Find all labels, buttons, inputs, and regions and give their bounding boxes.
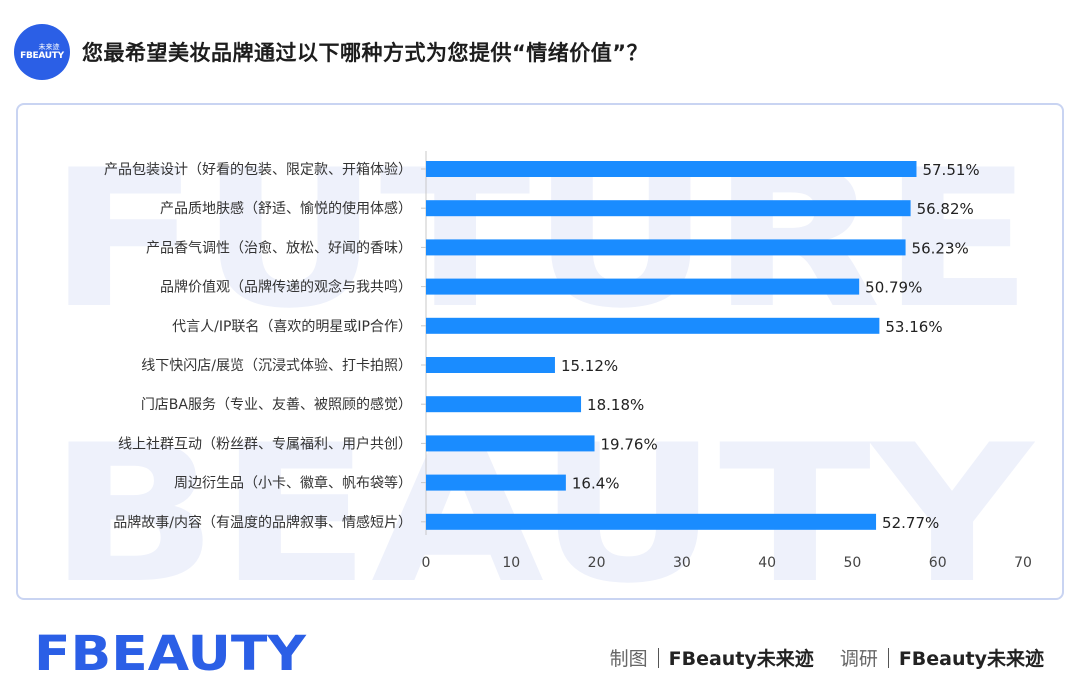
- watermark-text: BEAUTY: [48, 404, 1036, 598]
- category-label: 产品香气调性（治愈、放松、好闻的香味）: [146, 240, 412, 256]
- data-label: 56.82%: [917, 200, 974, 218]
- bar: [426, 513, 877, 530]
- header: 未来迹 FBEAUTY 您最希望美妆品牌通过以下哪种方式为您提供“情绪价值”？: [14, 24, 648, 80]
- footer-logo-text: FBEAUTY: [34, 626, 307, 676]
- x-tick-label: 50: [844, 555, 862, 571]
- x-tick-label: 70: [1014, 555, 1032, 571]
- logo-sub-text: 未来迹: [38, 42, 60, 51]
- x-tick-label: 20: [588, 555, 606, 571]
- data-label: 50.79%: [865, 279, 922, 297]
- credit-org-research: FBeauty未来迹: [898, 648, 1044, 670]
- category-label: 品牌价值观（品牌传递的观念与我共鸣）: [160, 279, 412, 296]
- data-label: 56.23%: [912, 239, 969, 257]
- bar-chart: FUTUREBEAUTY产品包装设计（好看的包装、限定款、开箱体验）57.51%…: [48, 129, 1036, 598]
- bar: [426, 435, 595, 452]
- data-label: 53.16%: [885, 318, 942, 336]
- category-label: 产品包装设计（好看的包装、限定款、开箱体验）: [104, 162, 412, 178]
- bar: [426, 317, 880, 334]
- category-label: 线下快闪店/展览（沉浸式体验、打卡拍照）: [141, 357, 412, 374]
- data-label: 18.18%: [587, 396, 644, 414]
- bar: [426, 278, 860, 295]
- data-label: 57.51%: [922, 161, 979, 179]
- bar: [426, 474, 566, 491]
- x-tick-label: 40: [758, 555, 776, 571]
- credit-org-chart: FBeauty未来迹: [668, 648, 814, 670]
- brand-logo-badge: 未来迹 FBEAUTY: [14, 24, 70, 80]
- category-label: 产品质地肤感（舒适、愉悦的使用体感）: [160, 200, 412, 217]
- data-label: 52.77%: [882, 514, 939, 532]
- bar: [426, 357, 555, 373]
- category-label: 线上社群互动（粉丝群、专属福利、用户共创）: [118, 435, 412, 452]
- footer-logo: FBEAUTY: [34, 626, 314, 682]
- bar: [426, 161, 917, 177]
- x-tick-label: 0: [422, 555, 431, 571]
- category-label: 品牌故事/内容（有温度的品牌叙事、情感短片）: [113, 514, 412, 531]
- chart-title: 您最希望美妆品牌通过以下哪种方式为您提供“情绪价值”？: [82, 41, 649, 65]
- x-tick-label: 30: [673, 555, 691, 571]
- credit-role-chart: 制图: [609, 648, 648, 670]
- logo-main-text: FBEAUTY: [20, 50, 64, 61]
- chart-panel: FUTUREBEAUTY产品包装设计（好看的包装、限定款、开箱体验）57.51%…: [16, 103, 1064, 600]
- bar: [426, 396, 582, 413]
- bar: [426, 200, 911, 217]
- category-label: 门店BA服务（专业、友善、被照顾的感觉）: [141, 396, 412, 413]
- fbeauty-wordmark: FBEAUTY: [34, 626, 307, 682]
- x-tick-label: 60: [929, 555, 947, 571]
- credits: 制图 FBeauty未来迹 调研 FBeauty未来迹: [610, 644, 1044, 671]
- credit-divider: [887, 647, 889, 668]
- data-label: 19.76%: [601, 435, 658, 453]
- credit-role-research: 调研: [839, 648, 878, 670]
- credit-divider: [657, 647, 659, 668]
- bar: [426, 239, 906, 256]
- data-label: 15.12%: [561, 357, 618, 375]
- category-label: 代言人/IP联名（喜欢的明星或IP合作）: [172, 319, 412, 335]
- category-label: 周边衍生品（小卡、徽章、帆布袋等）: [174, 475, 412, 492]
- data-label: 16.4%: [572, 475, 620, 493]
- x-tick-label: 10: [502, 555, 520, 571]
